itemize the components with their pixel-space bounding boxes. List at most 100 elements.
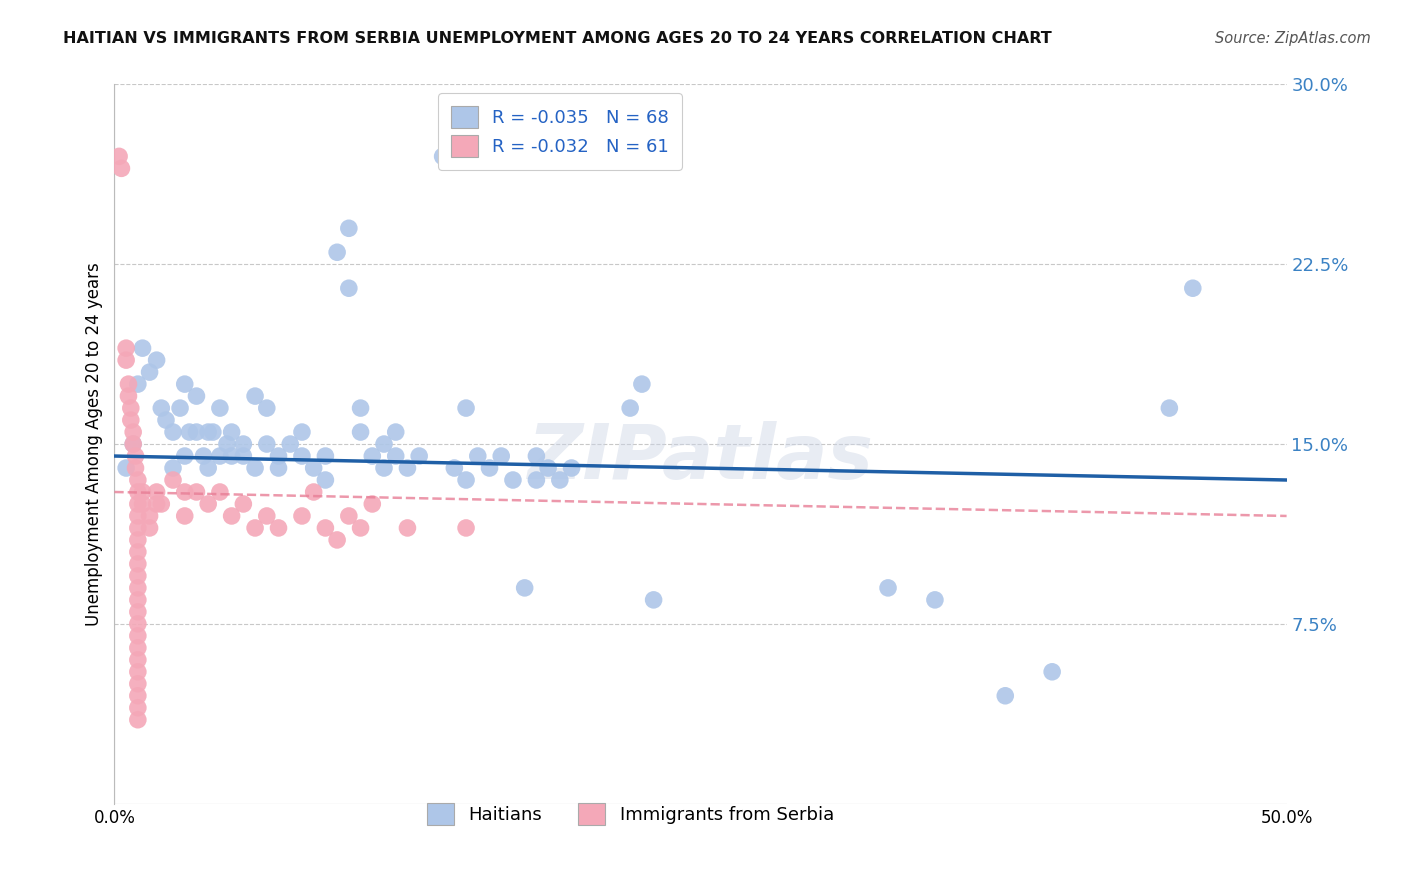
Point: [267, 449, 290, 463]
Point: [314, 449, 336, 463]
Point: [267, 521, 290, 535]
Point: [326, 245, 349, 260]
Point: [384, 425, 406, 439]
Point: [197, 425, 219, 439]
Point: [291, 508, 314, 523]
Point: [454, 521, 477, 535]
Point: [349, 425, 371, 439]
Point: [145, 497, 167, 511]
Point: [349, 401, 371, 415]
Point: [1181, 281, 1204, 295]
Point: [396, 521, 419, 535]
Point: [208, 485, 231, 500]
Point: [548, 473, 571, 487]
Point: [256, 508, 278, 523]
Point: [138, 508, 160, 523]
Point: [619, 401, 641, 415]
Point: [513, 581, 536, 595]
Point: [173, 508, 195, 523]
Point: [373, 437, 395, 451]
Point: [924, 593, 946, 607]
Point: [127, 581, 149, 595]
Point: [373, 461, 395, 475]
Point: [243, 521, 266, 535]
Point: [337, 281, 360, 295]
Point: [467, 449, 489, 463]
Point: [526, 449, 548, 463]
Point: [396, 461, 419, 475]
Point: [150, 401, 173, 415]
Point: [127, 545, 149, 559]
Point: [127, 616, 149, 631]
Point: [122, 437, 145, 451]
Point: [127, 605, 149, 619]
Point: [221, 449, 243, 463]
Point: [994, 689, 1017, 703]
Point: [278, 437, 301, 451]
Point: [127, 665, 149, 679]
Point: [186, 425, 208, 439]
Point: [127, 677, 149, 691]
Point: [432, 149, 454, 163]
Point: [122, 425, 145, 439]
Point: [127, 629, 149, 643]
Point: [408, 449, 430, 463]
Point: [117, 377, 139, 392]
Point: [443, 461, 465, 475]
Point: [127, 700, 149, 714]
Point: [361, 449, 384, 463]
Point: [877, 581, 900, 595]
Point: [162, 461, 184, 475]
Point: [131, 341, 153, 355]
Point: [302, 485, 325, 500]
Text: Source: ZipAtlas.com: Source: ZipAtlas.com: [1215, 31, 1371, 46]
Point: [302, 461, 325, 475]
Point: [138, 521, 160, 535]
Point: [215, 437, 238, 451]
Point: [169, 401, 191, 415]
Point: [127, 689, 149, 703]
Point: [108, 149, 131, 163]
Point: [127, 473, 149, 487]
Point: [173, 449, 195, 463]
Point: [326, 533, 349, 547]
Point: [127, 508, 149, 523]
Point: [124, 461, 146, 475]
Point: [1159, 401, 1181, 415]
Y-axis label: Unemployment Among Ages 20 to 24 years: Unemployment Among Ages 20 to 24 years: [86, 262, 103, 626]
Point: [127, 713, 149, 727]
Point: [454, 473, 477, 487]
Text: HAITIAN VS IMMIGRANTS FROM SERBIA UNEMPLOYMENT AMONG AGES 20 TO 24 YEARS CORRELA: HAITIAN VS IMMIGRANTS FROM SERBIA UNEMPL…: [63, 31, 1052, 46]
Point: [232, 449, 254, 463]
Point: [201, 425, 224, 439]
Point: [131, 485, 153, 500]
Point: [537, 461, 560, 475]
Point: [117, 389, 139, 403]
Point: [155, 413, 177, 427]
Point: [361, 497, 384, 511]
Point: [115, 353, 138, 368]
Point: [173, 377, 195, 392]
Point: [127, 557, 149, 571]
Point: [489, 449, 512, 463]
Point: [127, 485, 149, 500]
Point: [631, 377, 654, 392]
Point: [337, 508, 360, 523]
Point: [526, 473, 548, 487]
Point: [127, 653, 149, 667]
Point: [208, 449, 231, 463]
Point: [243, 389, 266, 403]
Point: [1040, 665, 1063, 679]
Point: [115, 341, 138, 355]
Point: [122, 437, 145, 451]
Point: [193, 449, 215, 463]
Point: [232, 497, 254, 511]
Point: [643, 593, 665, 607]
Point: [349, 521, 371, 535]
Point: [120, 401, 142, 415]
Point: [291, 449, 314, 463]
Point: [138, 365, 160, 379]
Point: [127, 521, 149, 535]
Legend: Haitians, Immigrants from Serbia: Haitians, Immigrants from Serbia: [418, 794, 842, 834]
Point: [127, 593, 149, 607]
